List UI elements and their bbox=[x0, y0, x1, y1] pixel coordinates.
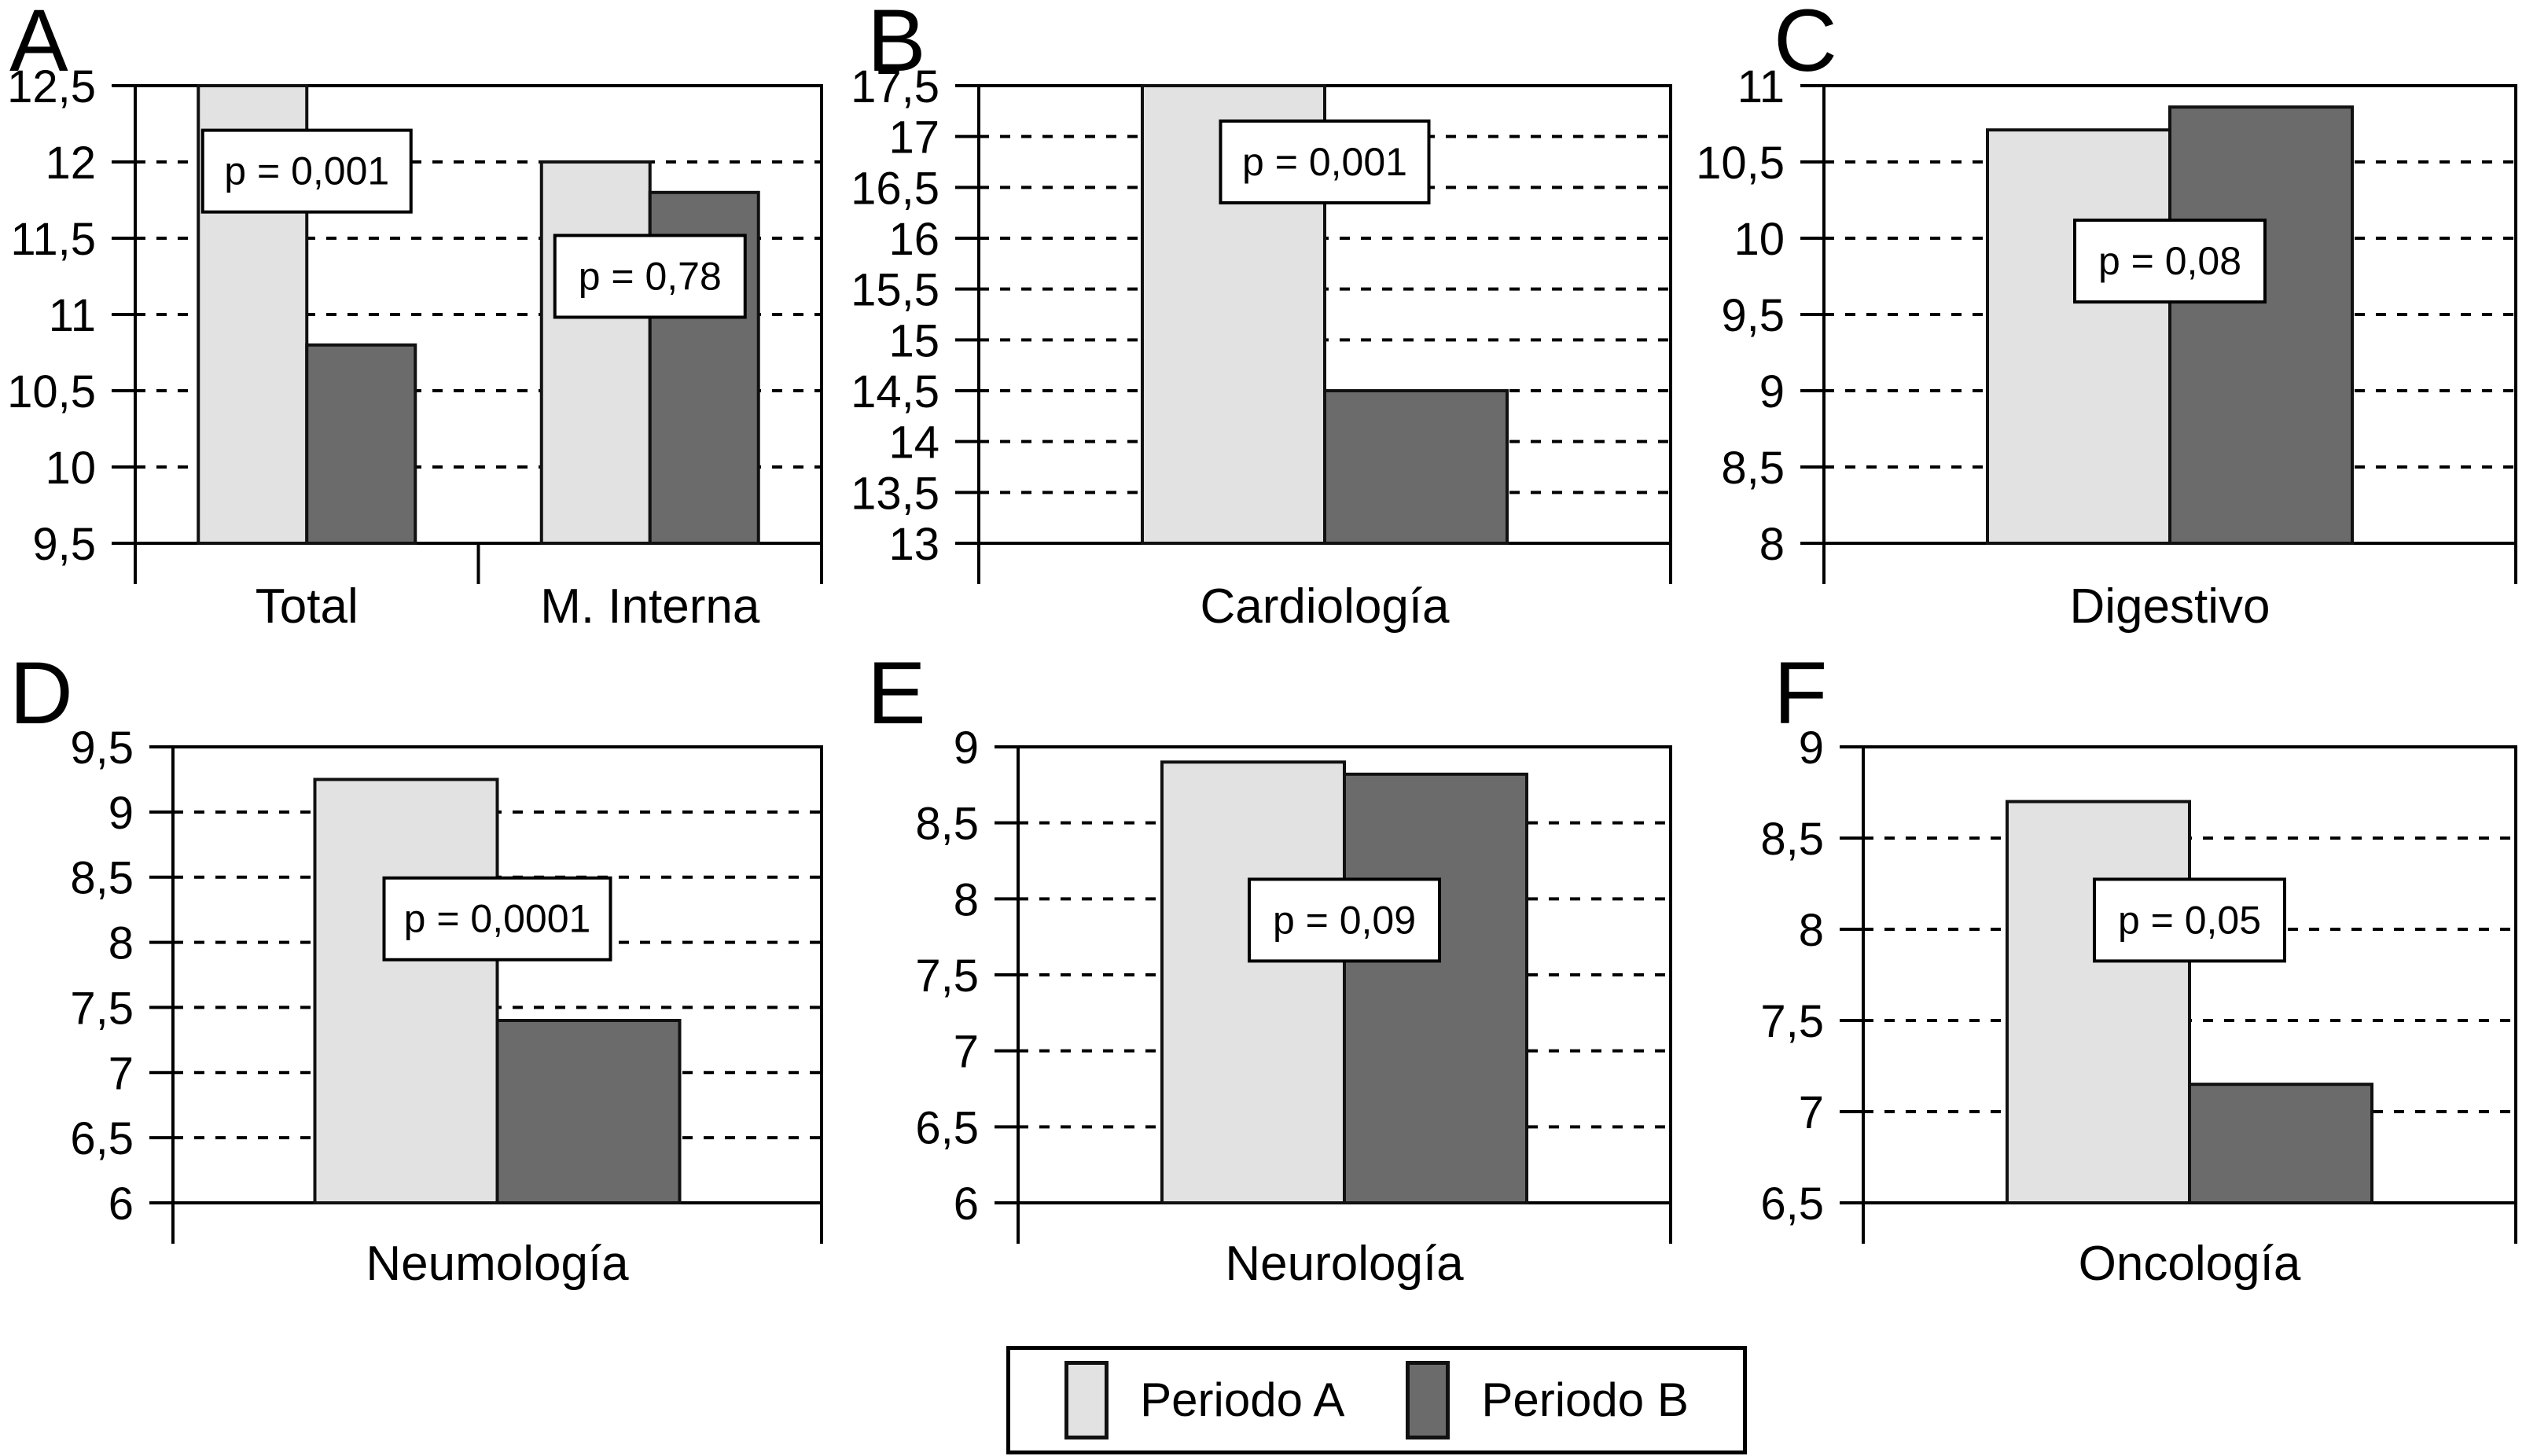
category-label-e: Neurología bbox=[1225, 1237, 1464, 1291]
legend-swatch-periodo-b bbox=[1406, 1361, 1451, 1439]
p-value-box-a bbox=[553, 233, 747, 319]
bar-periodo-a-f-0 bbox=[2006, 800, 2191, 1204]
y-tick-label-d: 8,5 bbox=[70, 853, 134, 904]
bar-periodo-b-c-0 bbox=[2168, 105, 2354, 546]
legend-item-periodo-a: Periodo A bbox=[1064, 1361, 1344, 1439]
y-tick-label-b: 14,5 bbox=[851, 366, 939, 417]
p-value-box-a bbox=[200, 128, 413, 214]
bar-periodo-b-a-0 bbox=[305, 343, 417, 545]
bar-periodo-b-f-0 bbox=[2188, 1083, 2373, 1204]
legend-label-periodo-a: Periodo A bbox=[1140, 1373, 1345, 1426]
p-value-label-d: p = 0,0001 bbox=[404, 897, 591, 941]
p-value-box-b bbox=[1219, 119, 1431, 204]
panel-letter-f: F bbox=[1774, 644, 1827, 742]
bar-periodo-a-d-0 bbox=[313, 778, 499, 1204]
y-tick-label-a: 12,5 bbox=[7, 61, 96, 112]
y-tick-label-f: 8,5 bbox=[1760, 814, 1824, 865]
p-value-label-f: p = 0,05 bbox=[2118, 898, 2261, 942]
p-value-label-e: p = 0,09 bbox=[1273, 898, 1416, 942]
p-value-box-c bbox=[2073, 219, 2267, 304]
y-tick-label-a: 11 bbox=[49, 290, 96, 341]
bar-periodo-a-e-0 bbox=[1160, 760, 1346, 1204]
y-tick-label-c: 9,5 bbox=[1721, 290, 1785, 341]
y-tick-label-d: 7 bbox=[108, 1048, 134, 1099]
y-tick-label-f: 7 bbox=[1799, 1087, 1824, 1138]
y-tick-label-b: 16 bbox=[888, 214, 939, 265]
y-tick-label-f: 7,5 bbox=[1760, 996, 1824, 1047]
y-tick-label-d: 9,5 bbox=[70, 722, 134, 774]
y-tick-label-b: 13,5 bbox=[851, 468, 939, 519]
y-tick-label-c: 8,5 bbox=[1721, 443, 1785, 494]
category-label-f: Oncología bbox=[2079, 1237, 2301, 1291]
y-tick-label-c: 11 bbox=[1737, 61, 1785, 112]
y-tick-label-e: 8 bbox=[954, 874, 979, 925]
p-value-box-e bbox=[1248, 877, 1441, 963]
y-tick-label-b: 15,5 bbox=[851, 265, 939, 316]
y-tick-label-f: 6,5 bbox=[1760, 1178, 1824, 1230]
y-tick-label-b: 15 bbox=[888, 315, 939, 366]
y-tick-label-f: 8 bbox=[1799, 905, 1824, 956]
y-tick-label-b: 13 bbox=[888, 519, 939, 570]
y-tick-label-d: 6,5 bbox=[70, 1113, 134, 1164]
y-tick-label-a: 11,5 bbox=[10, 214, 96, 265]
y-tick-label-d: 8 bbox=[108, 918, 134, 969]
y-tick-label-b: 17 bbox=[888, 112, 939, 164]
y-tick-label-b: 16,5 bbox=[851, 163, 939, 214]
legend-label-periodo-b: Periodo B bbox=[1481, 1373, 1689, 1426]
y-tick-label-a: 10,5 bbox=[7, 366, 96, 417]
legend-item-periodo-b: Periodo B bbox=[1406, 1361, 1689, 1439]
y-tick-label-e: 9 bbox=[954, 722, 979, 774]
category-label-b: Cardiología bbox=[1200, 579, 1450, 634]
p-value-label-b: p = 0,001 bbox=[1242, 140, 1407, 184]
bar-periodo-a-c-0 bbox=[1986, 128, 2171, 545]
y-tick-label-c: 10,5 bbox=[1696, 138, 1785, 189]
y-tick-label-b: 17,5 bbox=[851, 61, 939, 112]
y-tick-label-c: 8 bbox=[1759, 519, 1785, 570]
category-label-a: M. Interna bbox=[540, 579, 760, 634]
p-value-label-c: p = 0,08 bbox=[2098, 239, 2241, 283]
category-label-c: Digestivo bbox=[2070, 579, 2270, 634]
p-value-box-f bbox=[2093, 877, 2286, 963]
y-tick-label-f: 9 bbox=[1799, 722, 1824, 774]
panel-letter-e: E bbox=[867, 644, 926, 742]
category-label-a: Total bbox=[256, 579, 358, 634]
p-value-box-d bbox=[382, 876, 612, 961]
panel-letter-c: C bbox=[1774, 0, 1837, 90]
y-tick-label-e: 8,5 bbox=[915, 799, 979, 850]
y-tick-label-e: 7 bbox=[954, 1027, 979, 1078]
y-tick-label-c: 10 bbox=[1734, 214, 1785, 265]
y-tick-label-e: 7,5 bbox=[915, 950, 979, 1002]
panel-letter-d: D bbox=[9, 644, 73, 742]
y-tick-label-b: 14 bbox=[888, 417, 939, 469]
y-tick-label-e: 6 bbox=[954, 1178, 979, 1230]
category-label-d: Neumología bbox=[366, 1237, 629, 1291]
panel-letter-a: A bbox=[9, 0, 68, 90]
bar-periodo-b-d-0 bbox=[495, 1019, 682, 1204]
y-tick-label-a: 10 bbox=[45, 443, 96, 494]
y-tick-label-e: 6,5 bbox=[915, 1102, 979, 1153]
panel-letter-b: B bbox=[867, 0, 926, 90]
p-value-label-a: p = 0,78 bbox=[579, 255, 722, 299]
y-tick-label-a: 12 bbox=[45, 138, 96, 189]
legend-swatch-periodo-a bbox=[1064, 1361, 1109, 1439]
p-value-label-a: p = 0,001 bbox=[224, 149, 389, 193]
y-tick-label-a: 9,5 bbox=[32, 519, 96, 570]
y-tick-label-d: 7,5 bbox=[70, 983, 134, 1034]
y-tick-label-d: 9 bbox=[108, 788, 134, 839]
legend: Periodo A Periodo B bbox=[1006, 1346, 1747, 1454]
y-tick-label-d: 6 bbox=[108, 1178, 134, 1230]
bar-periodo-a-a-1 bbox=[539, 160, 652, 545]
bar-periodo-b-b-0 bbox=[1323, 389, 1509, 545]
bar-periodo-b-e-0 bbox=[1343, 772, 1528, 1204]
y-tick-label-c: 9 bbox=[1759, 366, 1785, 417]
